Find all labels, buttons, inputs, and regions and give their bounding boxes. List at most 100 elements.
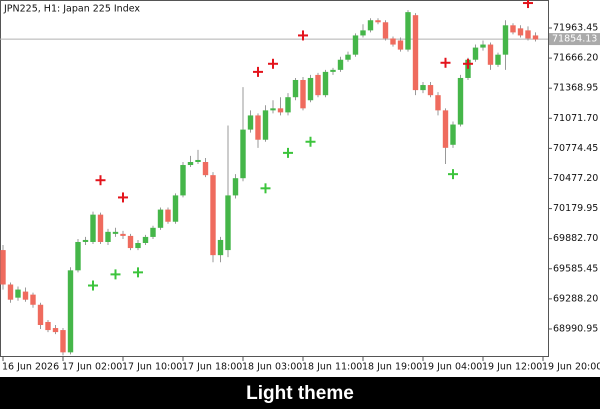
candle-body xyxy=(480,44,486,48)
candle-body xyxy=(367,20,374,31)
candle-body xyxy=(240,129,246,179)
candle-body xyxy=(307,77,314,101)
candle-body xyxy=(52,328,59,333)
y-tick-label: 70477.20 xyxy=(553,173,598,184)
x-tick-label: 17 Jun 18:00 xyxy=(182,362,242,373)
y-tick-label: 69585.45 xyxy=(553,263,598,274)
candle-body xyxy=(532,35,539,40)
candle-body xyxy=(75,241,81,271)
candle-body xyxy=(22,291,29,300)
candle-body xyxy=(150,227,156,237)
candle-body xyxy=(172,195,179,222)
candle-body xyxy=(450,124,456,145)
candle-body xyxy=(300,79,306,109)
candle-body xyxy=(360,30,366,36)
candle-body xyxy=(390,38,396,45)
candle-body xyxy=(510,25,516,33)
candle-body xyxy=(442,110,449,148)
price-label: 71854.13 xyxy=(552,34,597,45)
price-label-box xyxy=(549,33,600,46)
candle-body xyxy=(337,59,344,70)
x-tick-label: 18 Jun 03:00 xyxy=(242,362,302,373)
candle-body xyxy=(0,250,6,285)
candle-body xyxy=(330,69,336,72)
candle-body xyxy=(322,71,329,96)
candle-body xyxy=(397,40,404,50)
candle-body xyxy=(502,25,509,55)
candle-body xyxy=(180,165,186,196)
candle-body xyxy=(187,161,194,166)
candle-body xyxy=(255,115,261,140)
candle-body xyxy=(277,108,284,113)
candle-body xyxy=(195,159,201,162)
candle-body xyxy=(7,284,14,300)
candle-body xyxy=(37,304,44,326)
candle-body xyxy=(412,15,419,91)
candle-body xyxy=(30,294,36,305)
candle-body xyxy=(232,178,239,196)
y-tick-label: 69288.20 xyxy=(553,293,598,304)
x-tick-label: 17 Jun 02:00 xyxy=(62,362,122,373)
candle-body xyxy=(225,195,231,251)
candle-body xyxy=(285,97,291,113)
y-tick-label: 71963.45 xyxy=(553,23,598,34)
y-tick-label: 68990.95 xyxy=(553,323,598,334)
candle-body xyxy=(427,85,434,96)
caption-band xyxy=(0,377,600,409)
x-tick-label: 17 Jun 10:00 xyxy=(122,362,182,373)
candle-body xyxy=(465,59,471,78)
candle-body xyxy=(165,209,171,222)
candle-body xyxy=(82,239,89,242)
candle-body xyxy=(202,161,209,176)
candle-body xyxy=(127,235,134,249)
candle-body xyxy=(105,231,111,242)
x-tick-label: 18 Jun 11:00 xyxy=(302,362,362,373)
candle-body xyxy=(15,289,21,298)
y-tick-label: 71666.20 xyxy=(553,53,598,64)
y-tick-label: 70179.95 xyxy=(553,203,598,214)
candle-body xyxy=(487,44,494,65)
candle-body xyxy=(262,110,269,140)
candle-body xyxy=(457,77,464,125)
candle-body xyxy=(525,30,531,39)
candle-body xyxy=(292,79,299,98)
candle-body xyxy=(270,108,276,111)
y-tick-label: 70774.45 xyxy=(553,143,598,154)
x-tick-label: 18 Jun 19:00 xyxy=(362,362,422,373)
candle-body xyxy=(157,209,164,228)
candle-body xyxy=(217,239,224,256)
candle-body xyxy=(247,115,254,130)
x-tick-label: 16 Jun 2026 xyxy=(2,362,59,373)
candle-body xyxy=(45,321,51,331)
candle-body xyxy=(345,54,351,60)
y-tick-label: 71071.70 xyxy=(553,113,598,124)
x-tick-label: 19 Jun 20:00 xyxy=(542,362,600,373)
y-tick-label: 71368.95 xyxy=(553,83,598,94)
caption: Light theme xyxy=(246,383,354,404)
candle-body xyxy=(60,330,66,353)
candle-body xyxy=(517,28,524,36)
candle-body xyxy=(135,242,141,249)
candle-body xyxy=(67,270,74,353)
candle-body xyxy=(90,214,96,242)
candle-body xyxy=(472,47,479,60)
x-tick-label: 19 Jun 12:00 xyxy=(482,362,542,373)
candle-body xyxy=(495,54,501,65)
candle-body xyxy=(352,35,359,55)
candle-body xyxy=(120,233,126,236)
candle-body xyxy=(210,175,216,256)
candle-body xyxy=(405,12,411,50)
candle-body xyxy=(112,231,119,234)
candle-body xyxy=(420,85,426,91)
x-tick-label: 19 Jun 04:00 xyxy=(422,362,482,373)
plot-frame xyxy=(0,0,549,357)
candle-body xyxy=(97,214,104,242)
candle-body xyxy=(382,22,389,39)
chart-title: JPN225, H1: Japan 225 Index xyxy=(3,4,140,15)
candle-body xyxy=(315,74,321,96)
candle-body xyxy=(435,95,441,111)
candle-body xyxy=(142,236,149,243)
y-tick-label: 69882.70 xyxy=(553,233,598,244)
